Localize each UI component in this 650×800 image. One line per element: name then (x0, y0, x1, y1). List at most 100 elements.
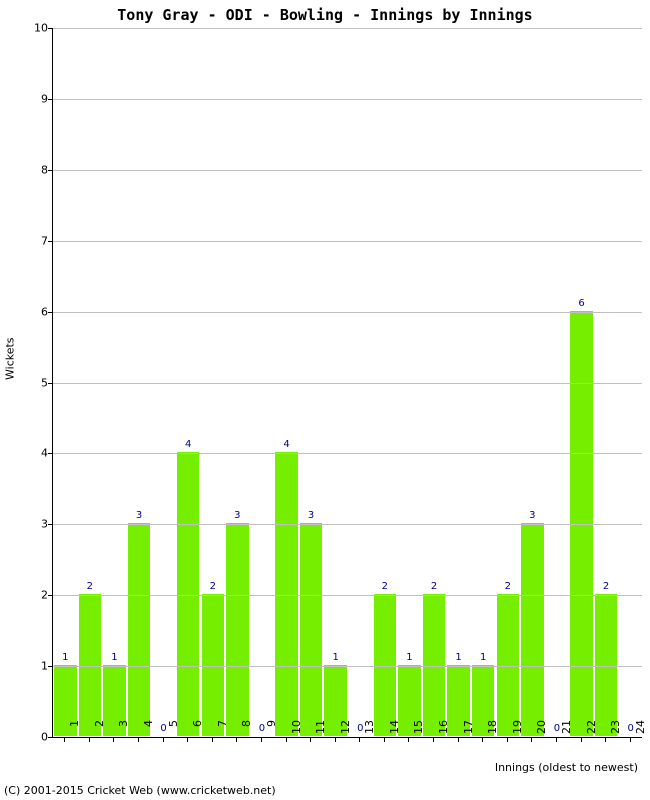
bar-value-label: 3 (136, 510, 142, 521)
x-tick-mark (138, 738, 139, 742)
bar-value-label: 1 (62, 652, 68, 663)
x-tick-mark (89, 738, 90, 742)
x-tick-mark (556, 738, 557, 742)
x-tick-mark (335, 738, 336, 742)
y-tick-mark (48, 241, 52, 242)
y-tick-label: 10 (8, 22, 48, 35)
bar-value-label: 6 (578, 298, 584, 309)
x-tick-label: 8 (240, 720, 253, 742)
x-tick-label: 5 (167, 720, 180, 742)
bar: 6 (570, 311, 593, 736)
bar-fill (374, 594, 397, 736)
y-tick-label: 5 (8, 376, 48, 389)
credit-line: (C) 2001-2015 Cricket Web (www.cricketwe… (4, 784, 276, 797)
y-tick-mark (48, 170, 52, 171)
gridline (53, 28, 642, 29)
bar-value-label: 0 (160, 723, 166, 734)
bar-value-label: 2 (505, 581, 511, 592)
bar: 3 (521, 523, 544, 736)
x-tick-mark (458, 738, 459, 742)
x-tick-mark (64, 738, 65, 742)
gridline (53, 383, 642, 384)
x-tick-mark (163, 738, 164, 742)
bar-fill (521, 523, 544, 736)
bar-value-label: 0 (628, 723, 634, 734)
x-tick-label: 6 (191, 720, 204, 742)
x-tick-mark (212, 738, 213, 742)
x-tick-label: 10 (290, 720, 303, 742)
y-tick-label: 0 (8, 731, 48, 744)
x-tick-mark (310, 738, 311, 742)
x-tick-label: 22 (585, 720, 598, 742)
x-axis-label: Innings (oldest to newest) (495, 761, 638, 774)
plot-area: 121304230431021211230620 (52, 28, 642, 738)
bar: 3 (300, 523, 323, 736)
x-tick-label: 4 (142, 720, 155, 742)
y-tick-label: 7 (8, 234, 48, 247)
bar-value-label: 1 (455, 652, 461, 663)
x-tick-label: 15 (412, 720, 425, 742)
y-tick-mark (48, 28, 52, 29)
y-tick-label: 8 (8, 163, 48, 176)
y-tick-mark (48, 524, 52, 525)
bar: 2 (374, 594, 397, 736)
x-tick-mark (187, 738, 188, 742)
bar-fill (570, 311, 593, 736)
gridline (53, 312, 642, 313)
x-tick-label: 12 (339, 720, 352, 742)
y-tick-mark (48, 312, 52, 313)
y-tick-label: 2 (8, 589, 48, 602)
bar-fill (79, 594, 102, 736)
x-tick-label: 1 (68, 720, 81, 742)
y-tick-label: 4 (8, 447, 48, 460)
x-tick-mark (408, 738, 409, 742)
bar-value-label: 2 (87, 581, 93, 592)
x-tick-mark (605, 738, 606, 742)
y-axis-label: Wickets (4, 337, 17, 380)
x-tick-label: 21 (560, 720, 573, 742)
y-tick-mark (48, 666, 52, 667)
x-tick-label: 7 (216, 720, 229, 742)
x-tick-label: 18 (486, 720, 499, 742)
x-tick-mark (359, 738, 360, 742)
bar: 2 (202, 594, 225, 736)
chart-container: Tony Gray - ODI - Bowling - Innings by I… (0, 0, 650, 800)
gridline (53, 241, 642, 242)
gridline (53, 666, 642, 667)
x-tick-mark (433, 738, 434, 742)
bar: 3 (128, 523, 151, 736)
bar-value-label: 3 (234, 510, 240, 521)
bar-value-label: 4 (283, 439, 289, 450)
y-tick-mark (48, 595, 52, 596)
x-tick-mark (507, 738, 508, 742)
x-tick-label: 17 (462, 720, 475, 742)
gridline (53, 99, 642, 100)
gridline (53, 524, 642, 525)
bar-value-label: 1 (480, 652, 486, 663)
y-tick-label: 3 (8, 518, 48, 531)
x-tick-mark (531, 738, 532, 742)
bar-value-label: 2 (431, 581, 437, 592)
x-tick-label: 3 (117, 720, 130, 742)
bar-value-label: 4 (185, 439, 191, 450)
bar-fill (226, 523, 249, 736)
x-tick-mark (286, 738, 287, 742)
x-tick-mark (261, 738, 262, 742)
x-tick-mark (630, 738, 631, 742)
x-tick-label: 20 (535, 720, 548, 742)
bar: 2 (595, 594, 618, 736)
bar-value-label: 2 (603, 581, 609, 592)
gridline (53, 595, 642, 596)
gridline (53, 453, 642, 454)
x-tick-label: 19 (511, 720, 524, 742)
bar-fill (202, 594, 225, 736)
x-tick-mark (113, 738, 114, 742)
bar-value-label: 3 (529, 510, 535, 521)
x-tick-label: 24 (634, 720, 647, 742)
x-tick-label: 16 (437, 720, 450, 742)
x-tick-mark (236, 738, 237, 742)
bar-value-label: 2 (210, 581, 216, 592)
y-tick-mark (48, 737, 52, 738)
bar: 2 (79, 594, 102, 736)
bar-fill (128, 523, 151, 736)
